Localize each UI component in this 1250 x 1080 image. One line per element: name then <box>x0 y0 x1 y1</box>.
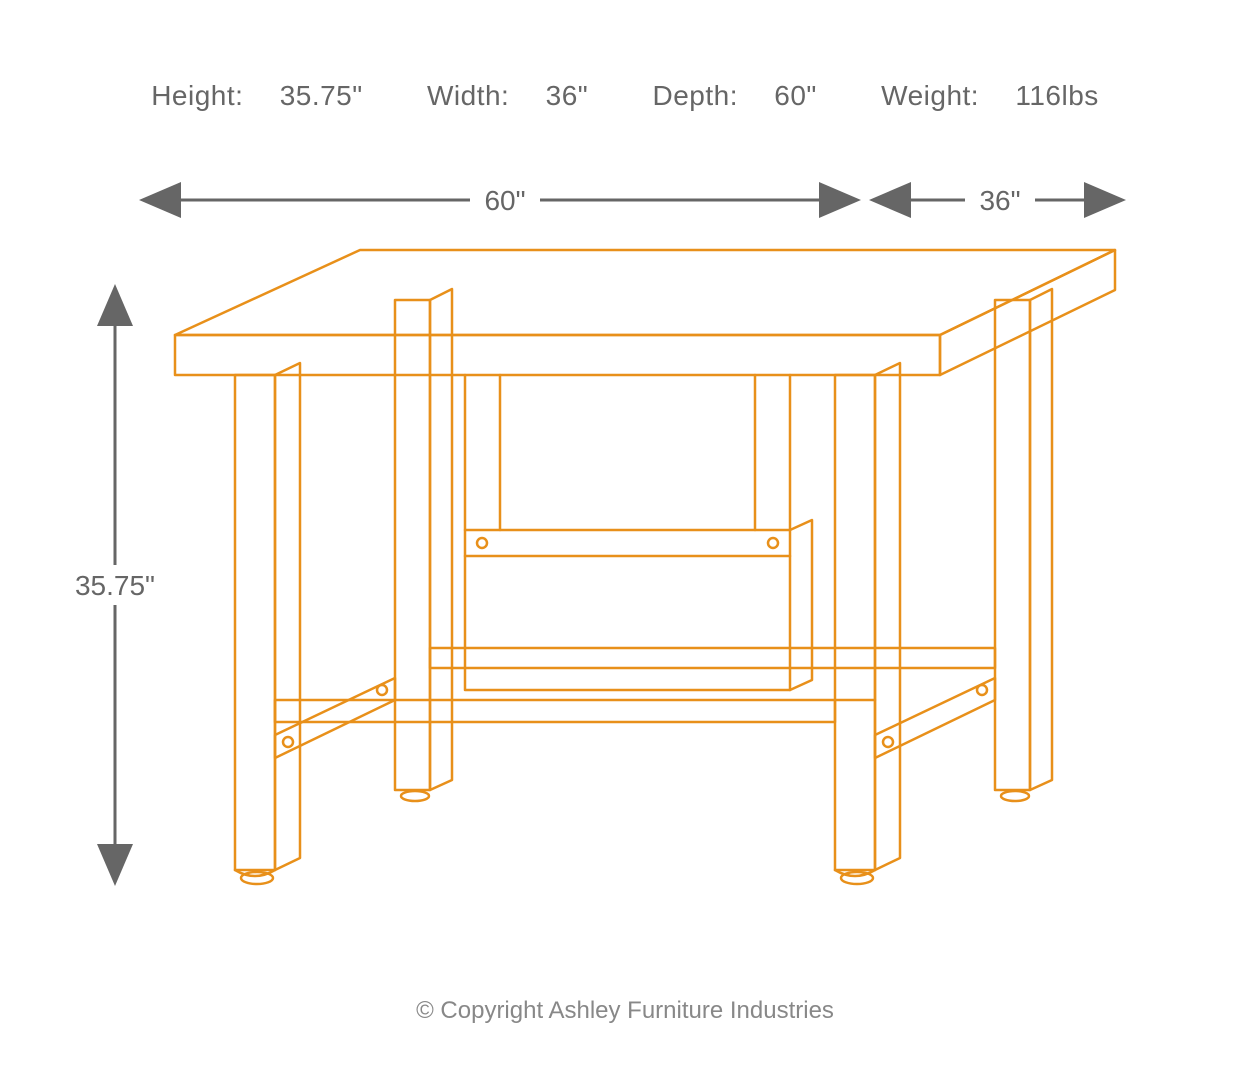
dim-width-label: 36" <box>979 185 1020 216</box>
dim-depth-label: 60" <box>484 185 525 216</box>
copyright-text: © Copyright Ashley Furniture Industries <box>0 997 1250 1025</box>
diagram-container: Height: 35.75" Width: 36" Depth: 60" Wei… <box>0 0 1250 1080</box>
table-drawing <box>175 250 1115 884</box>
diagram-svg: 60" 36" 35.75" <box>0 0 1250 1080</box>
dim-height-label: 35.75" <box>75 570 155 601</box>
